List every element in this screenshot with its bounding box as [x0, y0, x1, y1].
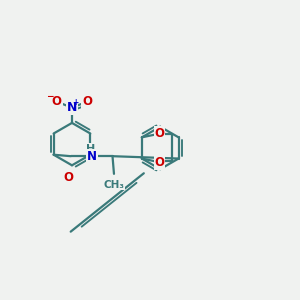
Text: −: − — [46, 92, 54, 101]
Text: N: N — [67, 101, 77, 114]
Text: +: + — [73, 98, 79, 107]
Text: O: O — [82, 95, 92, 108]
Text: O: O — [154, 156, 164, 169]
Text: O: O — [63, 171, 73, 184]
Text: O: O — [154, 127, 164, 140]
Text: N: N — [87, 150, 97, 163]
Text: H: H — [86, 143, 96, 154]
Text: CH₃: CH₃ — [103, 180, 124, 190]
Text: O: O — [52, 95, 62, 108]
